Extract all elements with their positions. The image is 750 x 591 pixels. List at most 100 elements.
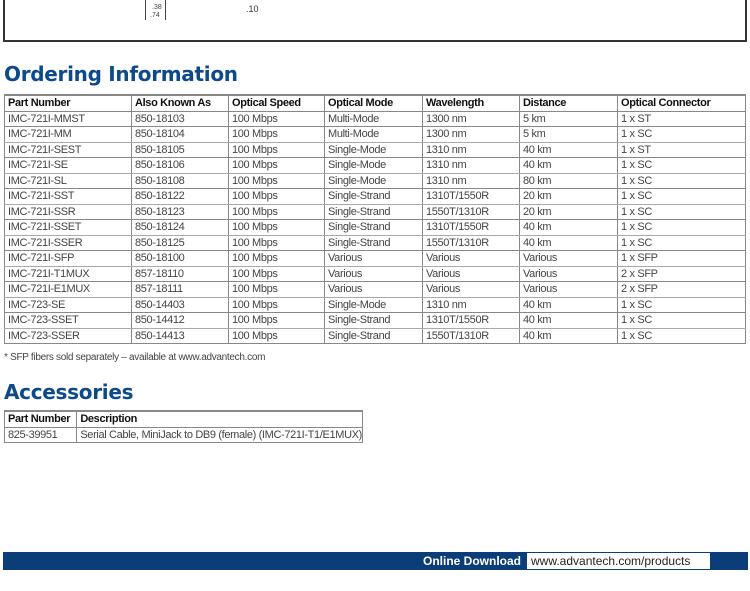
- table-cell: Various: [519, 250, 618, 267]
- table-cell: 40 km: [519, 157, 618, 174]
- table-cell: Multi-Mode: [324, 126, 423, 143]
- table-cell: 1 x SC: [617, 157, 746, 174]
- table-cell: 1 x SC: [617, 296, 746, 313]
- table-header-row: Part Number Also Known As Optical Speed Opt…: [4, 94, 746, 112]
- table-row: IMC-723-SSET 850-14412 100 Mbps Single-Stra…: [4, 312, 746, 329]
- table-cell: 100 Mbps: [228, 281, 325, 298]
- download-url-link[interactable]: www.advantech.com/products: [527, 553, 710, 569]
- column-header: Also Known As: [131, 94, 229, 112]
- table-cell: Various: [422, 250, 520, 267]
- table-cell: 100 Mbps: [228, 126, 325, 143]
- table-cell: 1310 nm: [422, 172, 520, 189]
- dimension-line: [165, 0, 166, 20]
- table-cell: 80 km: [519, 172, 618, 189]
- table-cell: 1 x SC: [617, 126, 746, 143]
- table-row: IMC-721I-SE 850-18106 100 Mbps Single-Mode 1…: [4, 157, 746, 174]
- dimension-diagram: .38 .74 .10: [3, 0, 747, 42]
- table-row: IMC-723-SE 850-14403 100 Mbps Single-Mode 13…: [4, 296, 746, 313]
- table-cell: 40 km: [519, 296, 618, 313]
- table-cell: 40 km: [519, 141, 618, 158]
- column-header: Distance: [519, 94, 618, 112]
- column-header: Optical Speed: [228, 94, 325, 112]
- table-cell: Single-Strand: [324, 188, 423, 205]
- accessories-table: Part Number Description 825-39951 Serial C…: [3, 410, 363, 443]
- table-cell: IMC-721I-SE: [4, 157, 132, 174]
- table-cell: 5 km: [519, 110, 618, 127]
- table-row: IMC-721I-MM 850-18104 100 Mbps Multi-Mode 13…: [4, 126, 746, 143]
- table-cell: 100 Mbps: [228, 250, 325, 267]
- table-cell: 1300 nm: [422, 126, 520, 143]
- table-row: IMC-721I-SSER 850-18125 100 Mbps Single-Str…: [4, 234, 746, 251]
- table-cell: 850-18105: [131, 141, 229, 158]
- table-cell: 850-18122: [131, 188, 229, 205]
- table-header-row: Part Number Description: [3, 410, 363, 428]
- dimension-line: [145, 0, 146, 20]
- table-cell: 1 x SC: [617, 327, 746, 344]
- table-cell: 1 x SFP: [617, 250, 746, 267]
- table-row: IMC-721I-SFP 850-18100 100 Mbps Various Vari…: [4, 250, 746, 267]
- table-cell: 40 km: [519, 327, 618, 344]
- table-cell: 1 x SC: [617, 234, 746, 251]
- dimension-label: .74: [150, 12, 160, 19]
- table-cell: Single-Mode: [324, 141, 423, 158]
- table-cell: 2 x SFP: [617, 281, 746, 298]
- table-cell: 850-18103: [131, 110, 229, 127]
- table-cell: Various: [422, 265, 520, 282]
- accessories-title: Accessories: [4, 380, 134, 404]
- table-cell: IMC-723-SE: [4, 296, 132, 313]
- table-cell: 40 km: [519, 312, 618, 329]
- ordering-table: Part Number Also Known As Optical Speed Opt…: [4, 94, 746, 344]
- table-cell: 100 Mbps: [228, 203, 325, 220]
- table-cell: 850-18124: [131, 219, 229, 236]
- table-row: IMC-721I-SSR 850-18123 100 Mbps Single-Stra…: [4, 203, 746, 220]
- table-cell: Single-Strand: [324, 219, 423, 236]
- table-cell: 1310 nm: [422, 296, 520, 313]
- table-cell: 100 Mbps: [228, 234, 325, 251]
- table-row: IMC-721I-SST 850-18122 100 Mbps Single-Stra…: [4, 188, 746, 205]
- column-header: Wavelength: [422, 94, 520, 112]
- table-row: 825-39951 Serial Cable, MiniJack to DB9 (…: [3, 426, 363, 443]
- footnote: * SFP fibers sold separately – available…: [4, 352, 266, 363]
- table-cell: 2 x SFP: [617, 265, 746, 282]
- table-cell: Single-Strand: [324, 203, 423, 220]
- table-cell: 857-18110: [131, 265, 229, 282]
- table-cell: 850-14413: [131, 327, 229, 344]
- table-cell: 20 km: [519, 188, 618, 205]
- column-header: Optical Mode: [324, 94, 423, 112]
- table-cell: 1 x ST: [617, 141, 746, 158]
- table-cell: Single-Mode: [324, 296, 423, 313]
- column-header: Part Number: [4, 94, 132, 112]
- table-cell: 850-18106: [131, 157, 229, 174]
- table-row: IMC-721I-SSET 850-18124 100 Mbps Single-Str…: [4, 219, 746, 236]
- online-download-label: Online Download: [423, 554, 521, 568]
- table-row: IMC-721I-SL 850-18108 100 Mbps Single-Mode 1…: [4, 172, 746, 189]
- table-cell: Various: [519, 265, 618, 282]
- table-cell: Various: [324, 265, 423, 282]
- table-cell: 100 Mbps: [228, 219, 325, 236]
- table-cell: 100 Mbps: [228, 296, 325, 313]
- table-cell: Various: [422, 281, 520, 298]
- table-row: IMC-721I-MMST 850-18103 100 Mbps Multi-Mode…: [4, 110, 746, 127]
- dimension-label: .38: [152, 4, 162, 11]
- table-cell: IMC-721I-SL: [4, 172, 132, 189]
- table-row: IMC-721I-E1MUX 857-18111 100 Mbps Various Va…: [4, 281, 746, 298]
- table-cell: 1 x SC: [617, 172, 746, 189]
- dimension-label: .10: [245, 4, 260, 14]
- table-cell: 850-14403: [131, 296, 229, 313]
- table-cell: 5 km: [519, 126, 618, 143]
- table-cell: IMC-721I-MM: [4, 126, 132, 143]
- table-cell: 20 km: [519, 203, 618, 220]
- table-cell: 100 Mbps: [228, 157, 325, 174]
- table-cell: 850-14412: [131, 312, 229, 329]
- table-cell: 1310 nm: [422, 141, 520, 158]
- table-cell: 100 Mbps: [228, 312, 325, 329]
- table-cell: 1 x SC: [617, 188, 746, 205]
- table-cell: IMC-721I-SST: [4, 188, 132, 205]
- column-header: Part Number: [3, 410, 78, 428]
- table-cell: Various: [519, 281, 618, 298]
- column-header: Optical Connector: [617, 94, 746, 112]
- table-cell: 1310T/1550R: [422, 188, 520, 205]
- table-cell: 100 Mbps: [228, 141, 325, 158]
- table-cell: 40 km: [519, 219, 618, 236]
- table-cell: Single-Strand: [324, 312, 423, 329]
